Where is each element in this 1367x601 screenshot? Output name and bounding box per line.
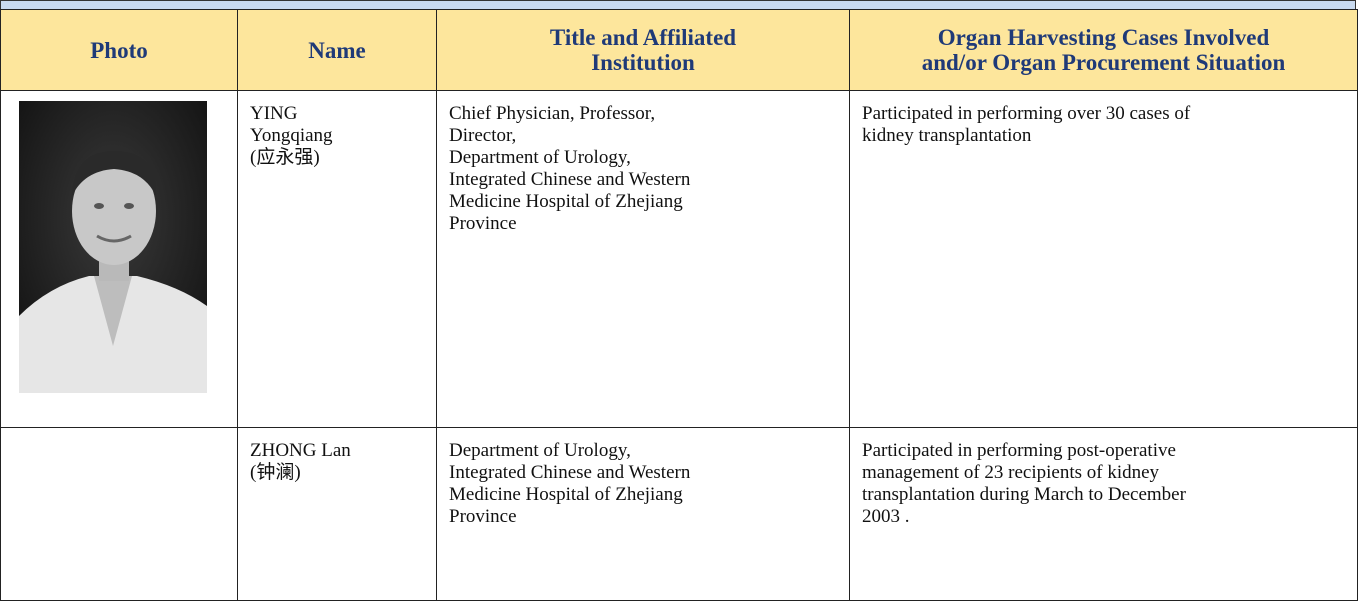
text-line: Institution (591, 50, 695, 75)
name-cell: ZHONG Lan (钟澜) (237, 427, 437, 601)
text-line: 2003 . (862, 506, 910, 527)
text-line: Department of Urology, (449, 147, 631, 168)
cases-cell: Participated in performing over 30 cases… (849, 90, 1358, 428)
text-line: Participated in performing post-operativ… (862, 440, 1176, 461)
text-line: Medicine Hospital of Zhejiang (449, 484, 683, 505)
text-line: Yongqiang (250, 125, 333, 146)
text-line: transplantation during March to December (862, 484, 1186, 505)
text-line: Province (449, 213, 517, 234)
text-line: (应永强) (250, 147, 320, 168)
text-line: Chief Physician, Professor, (449, 103, 656, 124)
text-line: ZHONG Lan (250, 440, 351, 461)
text-line: Medicine Hospital of Zhejiang (449, 191, 683, 212)
text-line: (钟澜) (250, 462, 301, 483)
text-line: Department of Urology, (449, 440, 631, 461)
title-cell: Chief Physician, Professor, Director, Depa… (436, 90, 850, 428)
header-cell: Photo (0, 9, 238, 91)
text-line: Director, (449, 125, 517, 146)
text-line: YING (250, 103, 298, 124)
header-row: Photo Name Title and Affiliated Instituti… (0, 9, 1358, 91)
text-line: Integrated Chinese and Western (449, 169, 691, 190)
text-line: management of 23 recipients of kidney (862, 462, 1160, 483)
text-line: Participated in performing over 30 cases… (862, 103, 1191, 124)
photo-cell (0, 90, 238, 428)
cases-cell: Participated in performing post-operativ… (849, 427, 1358, 601)
text-line: kidney transplantation (862, 125, 1032, 146)
header-cell: Organ Harvesting Cases Involved and/or Or… (849, 9, 1358, 91)
table-row: ZHONG Lan (钟澜) Department of Urology, Inte… (0, 427, 1358, 601)
text-line: Integrated Chinese and Western (449, 462, 691, 483)
header-cell: Title and Affiliated Institution (436, 9, 850, 91)
text-line: Organ Harvesting Cases Involved (937, 25, 1270, 50)
officials-table: Photo Name Title and Affiliated Instituti… (0, 9, 1358, 601)
text-line: and/or Organ Procurement Situation (921, 50, 1286, 75)
table-row: YING Yongqiang (应永强) Chief Physician, Prof… (0, 90, 1358, 428)
text-line: Province (449, 506, 517, 527)
photo-cell (0, 427, 238, 601)
title-cell: Department of Urology, Integrated Chinese… (436, 427, 850, 601)
header-cell: Name (237, 9, 437, 91)
name-cell: YING Yongqiang (应永强) (237, 90, 437, 428)
text-line: Title and Affiliated (549, 25, 737, 50)
portrait-photo (19, 101, 207, 393)
